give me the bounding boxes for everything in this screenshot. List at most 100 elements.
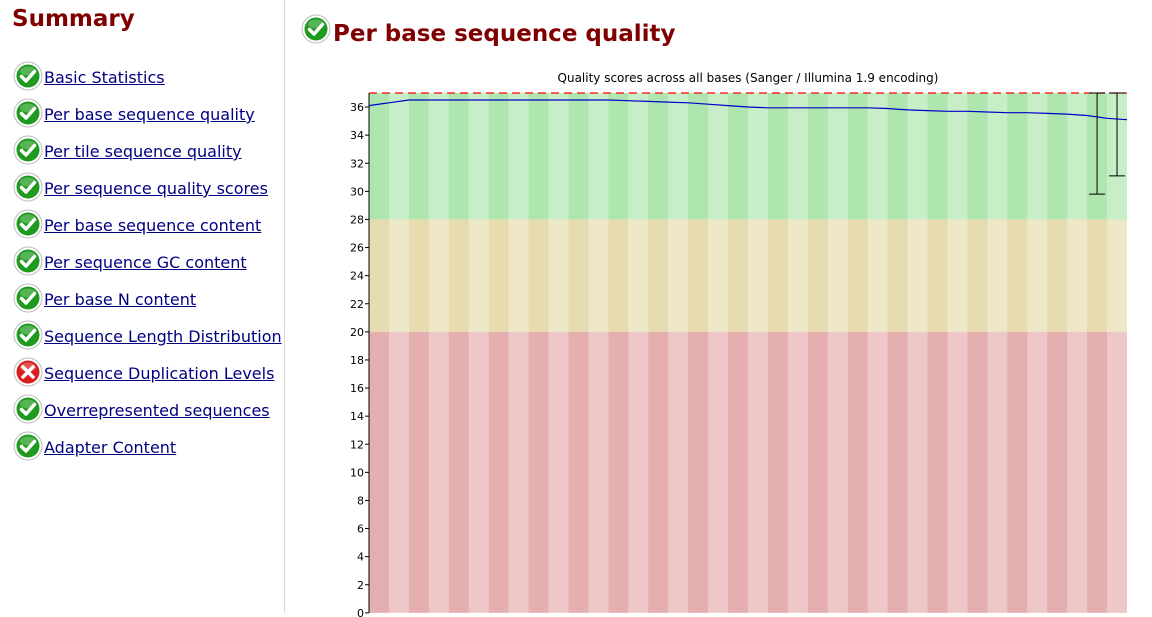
zone-stripe xyxy=(428,93,449,220)
pass-icon xyxy=(13,283,43,313)
quality-chart: Quality scores across all bases (Sanger … xyxy=(350,71,1128,617)
zone-good xyxy=(369,93,1127,220)
zone-stripe xyxy=(987,219,1008,332)
summary-sidebar: Summary Basic Statistics Per base sequenc… xyxy=(0,0,285,613)
y-tick-label: 10 xyxy=(350,466,364,479)
zone-stripe xyxy=(508,93,529,220)
pass-icon xyxy=(13,320,43,350)
zone-stripe xyxy=(748,93,768,220)
zone-stripe xyxy=(907,219,928,332)
zone-stripe xyxy=(388,331,409,613)
pass-icon xyxy=(301,14,331,44)
module-link[interactable]: Per base sequence quality xyxy=(44,105,255,124)
zone-stripe xyxy=(827,219,848,332)
zone-stripe xyxy=(1067,331,1088,613)
zone-stripe xyxy=(668,219,689,332)
zone-stripe xyxy=(907,93,928,220)
y-tick-label: 14 xyxy=(350,410,364,423)
module-link[interactable]: Sequence Duplication Levels xyxy=(44,364,275,383)
zone-stripe xyxy=(947,93,968,220)
module-link[interactable]: Per tile sequence quality xyxy=(44,142,242,161)
zone-stripe xyxy=(428,331,449,613)
zone-stripe xyxy=(787,219,808,332)
zone-stripe xyxy=(1067,219,1088,332)
whisker xyxy=(1109,92,1126,177)
zone-stripe xyxy=(708,93,729,220)
pass-icon xyxy=(13,431,43,461)
y-tick-label: 32 xyxy=(350,157,364,170)
zone-stripe xyxy=(1027,219,1048,332)
pass-icon xyxy=(13,246,43,276)
y-tick-label: 36 xyxy=(350,101,364,114)
y-tick-label: 16 xyxy=(350,382,364,395)
chart-title: Quality scores across all bases (Sanger … xyxy=(558,71,939,85)
pass-icon xyxy=(13,98,43,128)
pass-icon xyxy=(13,135,43,165)
y-tick-label: 0 xyxy=(357,607,364,617)
zone-stripe xyxy=(628,93,649,220)
zone-stripe xyxy=(827,331,848,613)
zone-stripe xyxy=(987,331,1008,613)
zone-stripe xyxy=(787,331,808,613)
y-tick-label: 12 xyxy=(350,438,364,451)
zone-stripe xyxy=(787,93,808,220)
zone-stripe xyxy=(548,219,569,332)
zone-stripe xyxy=(588,331,609,613)
module-link[interactable]: Per base sequence content xyxy=(44,216,262,235)
y-tick-label: 4 xyxy=(357,551,364,564)
zone-stripe xyxy=(907,331,928,613)
zone-stripe xyxy=(708,331,729,613)
module-link[interactable]: Overrepresented sequences xyxy=(44,401,270,420)
section-title: Per base sequence quality xyxy=(333,21,676,47)
zone-stripe xyxy=(668,93,689,220)
zone-stripe xyxy=(867,331,888,613)
zone-stripe xyxy=(1107,331,1127,613)
zone-stripe xyxy=(748,331,768,613)
zone-stripe xyxy=(1027,331,1048,613)
y-tick-label: 6 xyxy=(357,523,364,536)
zone-stripe xyxy=(1067,93,1088,220)
module-link[interactable]: Per base N content xyxy=(44,290,197,309)
y-tick-label: 30 xyxy=(350,185,364,198)
zone-stripe xyxy=(668,331,689,613)
zone-stripe xyxy=(588,93,609,220)
y-tick-label: 28 xyxy=(350,213,364,226)
y-tick-label: 2 xyxy=(357,579,364,592)
zone-stripe xyxy=(508,219,529,332)
zone-stripe xyxy=(428,219,449,332)
zone-stripe xyxy=(947,219,968,332)
pass-icon xyxy=(13,61,43,91)
zone-warn xyxy=(369,219,1127,332)
zone-stripe xyxy=(468,219,489,332)
zone-stripe xyxy=(468,331,489,613)
zone-stripe xyxy=(708,219,729,332)
module-link[interactable]: Per sequence quality scores xyxy=(44,179,268,198)
zone-stripe xyxy=(748,219,768,332)
fail-icon xyxy=(13,357,43,387)
zone-bad xyxy=(369,331,1127,613)
module-link[interactable]: Adapter Content xyxy=(44,438,177,457)
y-tick-label: 8 xyxy=(357,494,364,507)
zone-stripe xyxy=(548,93,569,220)
summary-title: Summary xyxy=(12,6,135,32)
mean-quality-line xyxy=(368,99,1128,121)
module-link[interactable]: Per sequence GC content xyxy=(44,253,247,272)
y-tick-label: 22 xyxy=(350,298,364,311)
zone-stripe xyxy=(588,219,609,332)
module-link[interactable]: Sequence Length Distribution xyxy=(44,327,282,346)
zone-stripe xyxy=(628,219,649,332)
zone-stripe xyxy=(867,219,888,332)
zone-stripe xyxy=(1027,93,1048,220)
zone-stripe xyxy=(628,331,649,613)
pass-icon xyxy=(13,394,43,424)
zone-stripe xyxy=(987,93,1008,220)
whisker xyxy=(1089,92,1106,195)
pass-icon xyxy=(13,172,43,202)
zone-stripe xyxy=(388,93,409,220)
zone-stripe xyxy=(468,93,489,220)
y-tick-label: 24 xyxy=(350,270,364,283)
y-tick-label: 20 xyxy=(350,326,364,339)
y-tick-label: 34 xyxy=(350,129,364,142)
module-link[interactable]: Basic Statistics xyxy=(44,68,165,87)
zone-stripe xyxy=(508,331,529,613)
